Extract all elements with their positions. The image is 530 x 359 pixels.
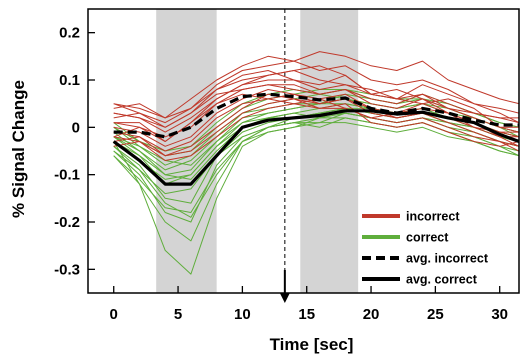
incorrect-curve-1 xyxy=(113,70,519,119)
y-tick-label: -0.2 xyxy=(54,214,80,231)
incorrect-curve-7 xyxy=(113,51,519,119)
event-arrow-head xyxy=(279,293,290,303)
correct-curve-3 xyxy=(113,117,519,275)
series-avg-incorrect xyxy=(113,92,519,139)
plot-frame xyxy=(87,8,520,294)
shaded-interval-2 xyxy=(300,9,359,293)
legend: incorrect correct avg. incorrect avg. corre… xyxy=(362,210,489,287)
x-tick-label: 15 xyxy=(298,306,315,323)
y-axis-title: % Signal Change xyxy=(9,80,28,218)
axis-ticks: 0.2 0.1 0 -0.1 -0.2 -0.3 0 5 10 15 20 25 30 xyxy=(54,25,508,323)
incorrect-curve-12 xyxy=(113,70,519,128)
subject-curves xyxy=(113,51,519,275)
legend-label: incorrect xyxy=(406,210,460,224)
x-axis-title: Time [sec] xyxy=(270,335,354,354)
correct-curve-12 xyxy=(113,122,519,213)
legend-label: correct xyxy=(406,231,449,245)
x-tick-label: 20 xyxy=(363,306,380,323)
x-tick-label: 30 xyxy=(491,306,508,323)
x-tick-label: 10 xyxy=(234,306,251,323)
legend-label: avg. correct xyxy=(406,273,478,287)
incorrect-curve-14 xyxy=(113,93,519,157)
x-tick-label: 0 xyxy=(110,306,118,323)
incorrect-curve-6 xyxy=(113,60,519,124)
average-curves xyxy=(112,92,519,186)
event-marker xyxy=(279,9,290,303)
correct-curve-16 xyxy=(113,107,519,180)
y-tick-label: -0.1 xyxy=(54,167,80,184)
stimulus-shading xyxy=(156,9,359,293)
y-tick-label: 0.2 xyxy=(59,25,80,42)
x-tick-label: 25 xyxy=(427,306,444,323)
y-tick-label: -0.3 xyxy=(54,261,80,278)
y-tick-label: 0.1 xyxy=(59,72,80,89)
x-tick-label: 5 xyxy=(174,306,182,323)
legend-label: avg. incorrect xyxy=(406,252,489,266)
y-tick-label: 0 xyxy=(72,119,80,136)
series-avg-correct xyxy=(112,109,519,186)
incorrect-curve-10 xyxy=(113,65,519,133)
